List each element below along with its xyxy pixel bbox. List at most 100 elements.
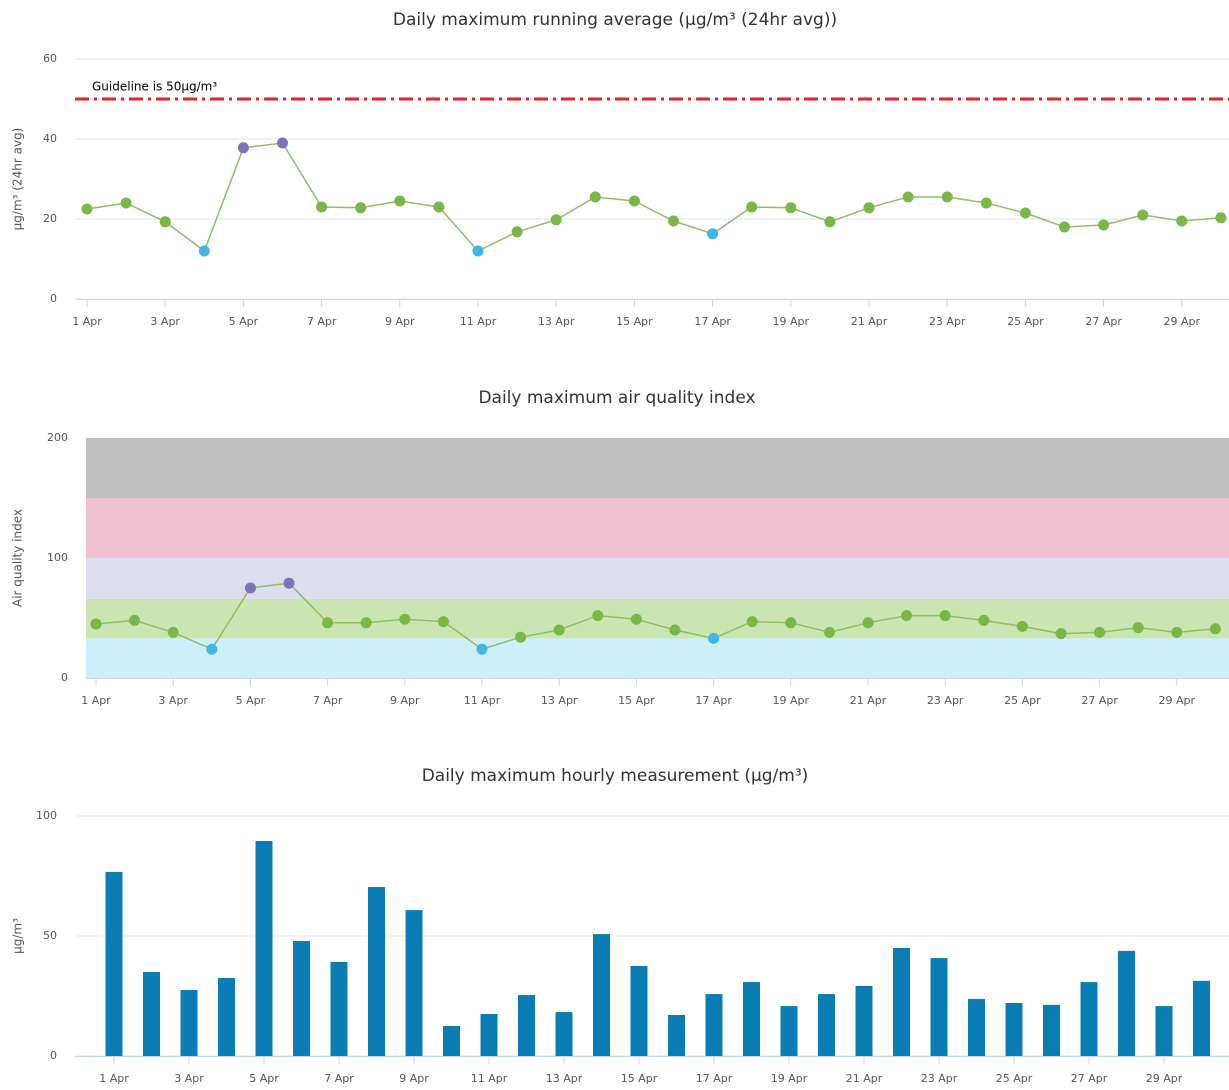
band — [86, 638, 1229, 678]
point — [433, 201, 445, 213]
bar — [705, 994, 723, 1056]
point — [1055, 628, 1067, 640]
chart-title: Daily maximum hourly measurement (µg/m³) — [422, 766, 809, 786]
point — [283, 577, 295, 589]
x-tick-label: 11 Apr — [471, 1072, 508, 1085]
y-tick-label: 50 — [43, 929, 57, 942]
x-tick-label: 3 Apr — [174, 1072, 204, 1085]
x-tick-label: 11 Apr — [460, 315, 497, 328]
bar — [780, 1006, 798, 1056]
y-tick-label: 20 — [43, 212, 57, 225]
x-tick-label: 23 Apr — [927, 694, 964, 707]
point — [476, 643, 488, 655]
bar — [368, 887, 385, 1056]
bar — [1005, 1002, 1023, 1056]
x-tick-label: 5 Apr — [229, 315, 259, 328]
bar — [668, 1014, 685, 1056]
x-tick-label: 7 Apr — [324, 1072, 354, 1085]
point — [746, 616, 758, 628]
point — [708, 632, 720, 644]
band — [86, 598, 1229, 639]
x-tick-label: 5 Apr — [236, 694, 266, 707]
point — [628, 195, 640, 207]
bar — [293, 941, 310, 1056]
point — [824, 216, 836, 228]
y-tick-label: 40 — [43, 132, 57, 145]
point — [129, 614, 141, 626]
point — [1137, 209, 1149, 221]
bar — [518, 995, 535, 1056]
point — [1209, 623, 1221, 635]
point — [939, 610, 951, 622]
bar — [1118, 950, 1135, 1056]
bar — [405, 910, 423, 1056]
reference-label: Guideline is 50µg/m³ — [92, 80, 217, 94]
point — [360, 617, 372, 629]
point — [1019, 207, 1031, 219]
point — [707, 228, 719, 240]
band — [86, 558, 1229, 599]
bar — [555, 1012, 573, 1056]
point — [511, 226, 523, 238]
point — [237, 142, 249, 154]
point — [394, 195, 406, 207]
point — [746, 201, 758, 213]
point — [589, 191, 601, 203]
bar — [1080, 982, 1098, 1056]
point — [1176, 215, 1188, 227]
point — [1132, 622, 1144, 634]
x-tick-label: 17 Apr — [694, 315, 731, 328]
bar — [105, 871, 123, 1056]
x-tick-label: 27 Apr — [1071, 1072, 1108, 1085]
x-tick-label: 3 Apr — [150, 315, 180, 328]
x-tick-label: 9 Apr — [385, 315, 415, 328]
bar — [818, 994, 835, 1056]
x-tick-label: 25 Apr — [1004, 694, 1041, 707]
x-tick-label: 1 Apr — [99, 1072, 129, 1085]
x-tick-label: 17 Apr — [696, 1072, 733, 1085]
x-tick-label: 19 Apr — [773, 315, 810, 328]
point — [1059, 221, 1070, 233]
point — [81, 203, 93, 215]
bar — [593, 934, 610, 1056]
point — [120, 197, 132, 209]
x-tick-label: 25 Apr — [1007, 315, 1044, 328]
x-tick-label: 13 Apr — [541, 694, 578, 707]
y-tick-label: 100 — [47, 551, 68, 564]
x-tick-label: 13 Apr — [546, 1072, 583, 1085]
x-tick-label: 27 Apr — [1085, 315, 1122, 328]
point — [785, 617, 797, 629]
point — [322, 617, 334, 629]
bar — [218, 978, 235, 1056]
point — [167, 626, 179, 638]
x-tick-label: 13 Apr — [538, 315, 575, 328]
x-tick-label: 7 Apr — [307, 315, 337, 328]
y-tick-label: 60 — [43, 52, 57, 65]
point — [1094, 626, 1106, 638]
x-tick-label: 9 Apr — [399, 1072, 429, 1085]
point — [1215, 212, 1227, 224]
line — [95, 582, 1216, 651]
point — [669, 624, 681, 636]
x-tick-label: 17 Apr — [695, 694, 732, 707]
x-tick-label: 21 Apr — [851, 315, 888, 328]
x-tick-label: 15 Apr — [618, 694, 655, 707]
point — [978, 614, 990, 626]
bar — [893, 948, 910, 1056]
y-tick-label: 0 — [61, 671, 68, 684]
point — [823, 626, 835, 638]
point — [592, 610, 604, 622]
point — [785, 202, 797, 214]
point — [863, 202, 875, 214]
x-tick-label: 19 Apr — [771, 1072, 808, 1085]
x-tick-label: 19 Apr — [773, 694, 810, 707]
point — [437, 616, 449, 628]
point — [1098, 219, 1110, 231]
point — [941, 191, 953, 203]
band — [86, 498, 1229, 558]
point — [399, 613, 411, 625]
x-tick-label: 29 Apr — [1159, 694, 1196, 707]
y-tick-label: 100 — [36, 809, 57, 822]
point — [550, 214, 562, 226]
